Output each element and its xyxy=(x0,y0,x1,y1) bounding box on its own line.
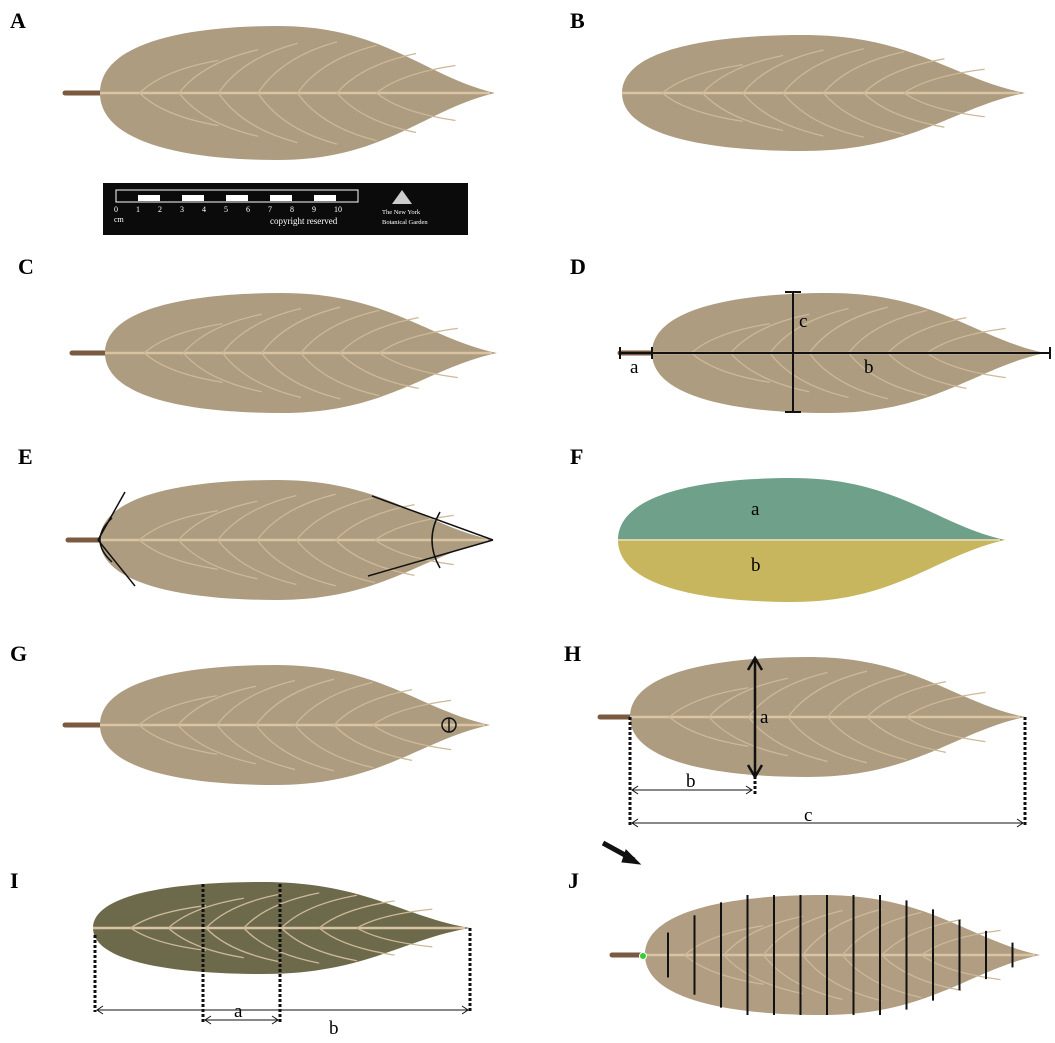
panel-label: H xyxy=(564,641,581,666)
panel-label: E xyxy=(18,444,33,469)
scale-number: 7 xyxy=(268,205,272,214)
panel-label: I xyxy=(10,868,19,893)
scale-segment xyxy=(314,195,336,201)
panel-label: B xyxy=(570,8,585,33)
scale-number: 9 xyxy=(312,205,316,214)
scale-number: 2 xyxy=(158,205,162,214)
leaf-half xyxy=(618,540,1005,602)
scale-segment xyxy=(182,195,204,201)
annotation: a xyxy=(630,357,639,378)
scale-number: 3 xyxy=(180,205,184,214)
annotation: a xyxy=(751,499,760,520)
scale-segment xyxy=(138,195,160,201)
annotation: b xyxy=(864,357,874,378)
scale-unit: cm xyxy=(114,215,125,224)
annotation: a xyxy=(760,707,769,728)
annotation: c xyxy=(799,311,807,332)
scale-number: 5 xyxy=(224,205,228,214)
annotation: c xyxy=(804,805,812,826)
figure: A B C D E F G H I J a b c a b a b c a b … xyxy=(0,0,1055,1043)
panel-label: D xyxy=(570,254,586,279)
scale-number: 8 xyxy=(290,205,294,214)
annotation: b xyxy=(329,1018,339,1039)
leaves xyxy=(65,26,1045,1015)
scale-number: 1 xyxy=(136,205,140,214)
scale-number: 10 xyxy=(334,205,342,214)
annotation: a xyxy=(234,1001,243,1022)
scale-number: 6 xyxy=(246,205,250,214)
scale-segment xyxy=(270,195,292,201)
scale-number: 4 xyxy=(202,205,206,214)
annotation: b xyxy=(686,771,696,792)
panel-label: F xyxy=(570,444,583,469)
panel-label: J xyxy=(568,868,579,893)
leaf-half xyxy=(618,478,1005,540)
scale-number: 0 xyxy=(114,205,118,214)
copyright: copyright reserved xyxy=(270,216,338,226)
panel-label: C xyxy=(18,254,34,279)
scale-segment xyxy=(226,195,248,201)
panel-label: G xyxy=(10,641,27,666)
point xyxy=(640,953,647,960)
annotation: b xyxy=(751,555,761,576)
institution: The New York xyxy=(382,209,421,216)
institution: Botanical Garden xyxy=(382,219,428,226)
panel-label: A xyxy=(10,8,26,33)
